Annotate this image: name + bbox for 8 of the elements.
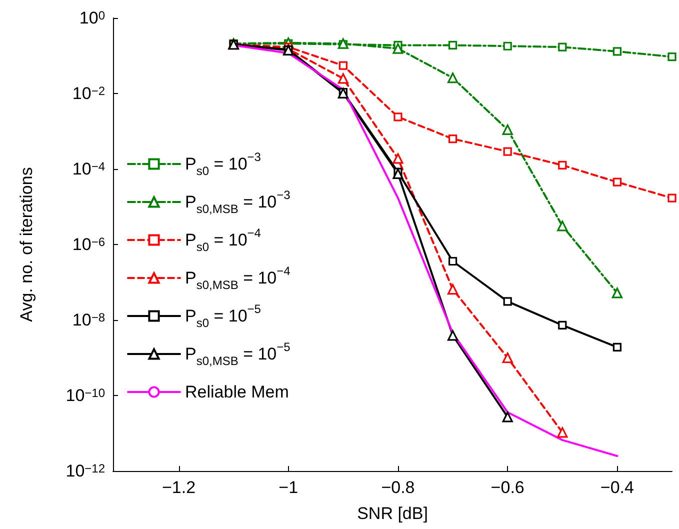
legend-label: Reliable Mem xyxy=(185,382,289,402)
y-axis-title: Avg. no. of iterations xyxy=(17,167,36,322)
x-tick-label: −0.8 xyxy=(381,478,415,497)
x-tick-label: −0.6 xyxy=(490,478,524,497)
x-tick-label: −1 xyxy=(278,478,298,497)
x-tick-label: −0.4 xyxy=(600,478,634,497)
x-axis-title: SNR [dB] xyxy=(357,504,428,523)
x-tick-label: −1.2 xyxy=(162,478,196,497)
